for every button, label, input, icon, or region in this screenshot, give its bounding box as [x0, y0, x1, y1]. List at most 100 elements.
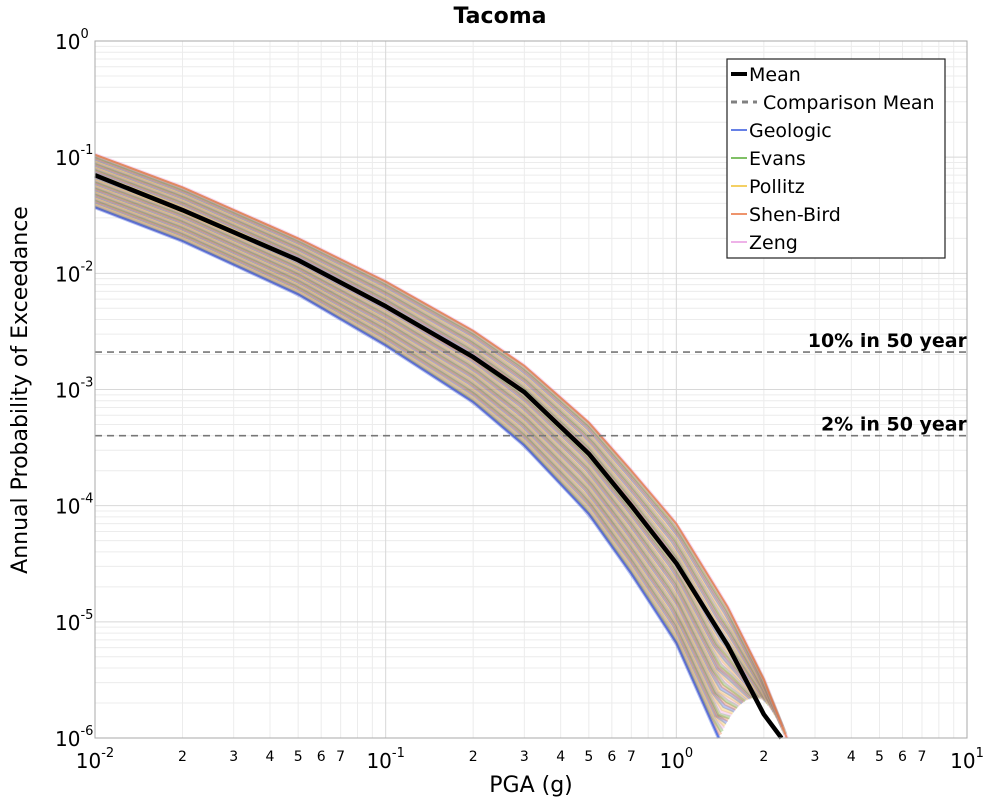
y-tick-exponent: -4: [80, 492, 93, 507]
band-curve: [94, 157, 783, 725]
mean-curve: [94, 173, 784, 740]
reference-line-label: 10% in 50 year: [808, 330, 968, 352]
band-curve: [94, 187, 744, 705]
mean-curve-layer: [94, 173, 784, 740]
legend-box: [726, 58, 946, 259]
x-tick-exponent: -2: [101, 746, 114, 761]
x-minor-tick-label: 5: [875, 749, 884, 765]
reference-line-label: 2% in 50 year: [821, 414, 968, 436]
band-curve: [94, 155, 786, 732]
band-curve: [94, 195, 733, 717]
band-curve: [94, 200, 727, 727]
y-tick-base: 10: [55, 727, 80, 751]
y-tick-exponent: 0: [80, 27, 88, 42]
x-minor-tick-label: 7: [336, 749, 345, 765]
y-tick-exponent: -2: [80, 259, 93, 274]
legend-label: Mean: [749, 64, 801, 86]
x-minor-tick-label: 2: [469, 749, 478, 765]
x-minor-tick-label: 2: [759, 749, 768, 765]
band-curve: [94, 167, 770, 705]
x-minor-tick-label: 3: [229, 749, 238, 765]
y-tick-label: 10-6: [55, 724, 93, 751]
x-tick-label: 100: [659, 746, 693, 773]
x-minor-tick-label: 4: [847, 749, 856, 765]
x-tick-exponent: 0: [685, 746, 693, 761]
x-minor-tick-label: 5: [584, 749, 593, 765]
band-edge-curve: [94, 206, 720, 739]
legend-label: Evans: [749, 148, 806, 170]
band-curve: [94, 204, 723, 736]
x-minor-tick-label: 7: [918, 749, 927, 765]
x-minor-tick-label: 4: [556, 749, 565, 765]
plot-frame: [94, 40, 968, 739]
x-tick-label: 10-1: [366, 746, 404, 773]
band-curve: [94, 184, 747, 703]
x-minor-tick-label: 7: [627, 749, 636, 765]
band-curve: [94, 156, 784, 728]
y-tick-label: 10-2: [55, 259, 93, 286]
band-curve: [94, 181, 752, 700]
band-curve: [94, 185, 746, 704]
y-tick-exponent: -6: [80, 724, 93, 739]
y-tick-base: 10: [55, 146, 80, 170]
y-tick-base: 10: [55, 30, 80, 54]
band-curve: [94, 193, 736, 713]
y-tick-exponent: -3: [80, 376, 93, 391]
y-tick-label: 10-5: [55, 608, 93, 635]
x-minor-tick-label: 3: [520, 749, 529, 765]
band-curve: [94, 179, 754, 700]
reference-lines: 10% in 50 year 2% in 50 year: [95, 330, 968, 437]
band-curve: [94, 192, 738, 711]
band-curve: [94, 161, 778, 716]
band-curve: [94, 176, 759, 699]
legend-label: Comparison Mean: [763, 92, 935, 114]
band-curve: [94, 158, 781, 722]
x-minor-tick-label: 2: [178, 749, 187, 765]
band-curve: [94, 168, 768, 703]
x-minor-tick-label: 6: [607, 749, 616, 765]
band-curve: [94, 201, 726, 730]
x-tick-base: 10: [950, 749, 975, 773]
legend-label: Zeng: [749, 232, 798, 254]
y-axis-label: Annual Probability of Exceedance: [8, 206, 33, 574]
band-curve: [94, 189, 741, 708]
legend: Mean Comparison Mean Geologic Evans Pollitz S…: [726, 58, 946, 259]
x-tick-exponent: -1: [392, 746, 405, 761]
band-curve: [94, 160, 780, 719]
legend-label: Geologic: [749, 120, 832, 142]
x-minor-tick-label: 6: [898, 749, 907, 765]
band-curve: [94, 154, 788, 735]
x-tick-base: 10: [366, 749, 391, 773]
y-tick-exponent: -1: [80, 143, 93, 158]
curve-band: [94, 152, 789, 739]
band-curve: [94, 203, 724, 733]
band-curve: [94, 188, 743, 706]
band-curve: [94, 190, 739, 709]
x-tick-label: 101: [950, 746, 984, 773]
y-tick-base: 10: [55, 495, 80, 519]
band-curve: [94, 183, 749, 702]
band-curve: [94, 199, 728, 725]
band-curve: [94, 178, 756, 699]
y-tick-label: 100: [55, 27, 89, 54]
y-tick-exponent: -5: [80, 608, 93, 623]
x-minor-tick-label: 3: [811, 749, 820, 765]
y-tick-label: 10-4: [55, 492, 93, 519]
x-axis-label: PGA (g): [489, 773, 573, 798]
y-tick-label: 10-3: [55, 376, 93, 403]
band-curve: [94, 182, 751, 701]
y-tick-base: 10: [55, 262, 80, 286]
x-minor-tick-label: 4: [266, 749, 275, 765]
x-minor-tick-label: 6: [317, 749, 326, 765]
band-curve: [94, 194, 734, 715]
band-curve: [94, 198, 730, 722]
band-curve: [94, 162, 776, 713]
legend-label: Shen-Bird: [749, 204, 841, 226]
band-curve: [94, 177, 757, 699]
x-minor-tick-label: 5: [294, 749, 303, 765]
band-curve: [94, 165, 773, 708]
y-tick-base: 10: [55, 379, 80, 403]
